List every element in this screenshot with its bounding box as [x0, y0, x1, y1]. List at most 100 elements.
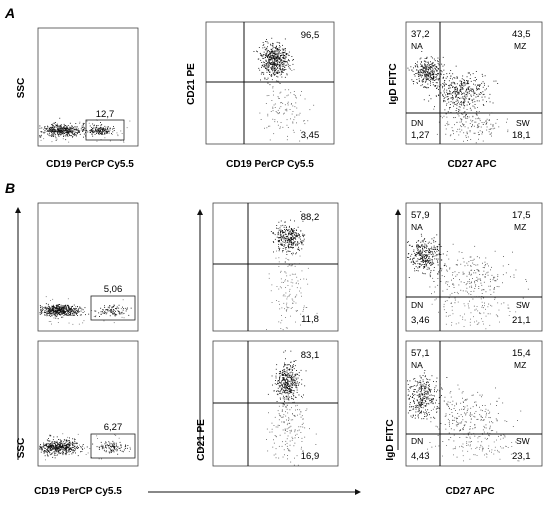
event-dot: [265, 63, 267, 65]
event-dot: [473, 83, 474, 85]
event-dot: [59, 443, 61, 445]
event-dot: [65, 128, 67, 129]
event-dot: [447, 284, 448, 286]
event-dot: [278, 301, 280, 302]
a3-xlabel: CD27 APC: [447, 159, 496, 170]
event-dot: [49, 308, 50, 310]
event-dot: [469, 324, 471, 326]
event-dot: [82, 131, 84, 132]
event-dot: [291, 239, 293, 240]
event-dot: [46, 439, 48, 441]
event-dot: [53, 309, 55, 311]
event-dot: [428, 78, 430, 80]
event-dot: [456, 88, 458, 90]
event-dot: [289, 390, 290, 392]
event-dot: [56, 311, 58, 313]
event-dot: [62, 128, 64, 130]
event-dot: [275, 377, 277, 379]
event-dot: [55, 134, 57, 135]
event-dot: [453, 105, 454, 107]
event-dot: [81, 451, 83, 452]
event-dot: [67, 130, 69, 132]
event-dot: [276, 61, 278, 62]
event-dot: [474, 132, 476, 134]
event-dot: [83, 123, 85, 124]
event-dot: [298, 237, 300, 239]
event-dot: [463, 101, 465, 103]
event-dot: [303, 309, 304, 311]
event-dot: [274, 63, 276, 65]
event-dot: [103, 130, 105, 132]
event-dot: [428, 75, 430, 77]
event-dot: [101, 448, 103, 450]
event-dot: [280, 244, 282, 246]
event-dot: [63, 308, 64, 309]
event-dot: [456, 92, 458, 94]
event-dot: [469, 86, 471, 88]
event-dot: [283, 386, 284, 388]
event-dot: [417, 263, 419, 265]
event-dot: [123, 140, 124, 142]
event-dot: [57, 450, 59, 452]
event-dot: [292, 398, 294, 399]
event-dot: [60, 132, 61, 133]
event-dot: [291, 436, 293, 438]
event-dot: [473, 316, 474, 318]
event-dot: [425, 263, 427, 265]
event-dot: [309, 428, 310, 430]
event-dot: [440, 73, 442, 75]
event-dot: [431, 63, 433, 65]
event-dot: [472, 99, 473, 101]
event-dot: [50, 309, 52, 311]
event-dot: [478, 134, 480, 136]
event-dot: [107, 132, 108, 134]
event-dot: [446, 265, 447, 267]
event-dot: [278, 229, 280, 231]
event-dot: [80, 310, 82, 312]
event-dot: [469, 283, 471, 284]
event-dot: [78, 323, 80, 325]
event-dot: [440, 70, 442, 72]
event-dot: [60, 311, 62, 313]
event-dot: [46, 307, 48, 309]
event-dot: [69, 130, 71, 132]
event-dot: [78, 311, 80, 312]
event-dot: [293, 228, 295, 229]
event-dot: [451, 82, 453, 84]
event-dot: [54, 132, 55, 134]
event-dot: [440, 281, 442, 282]
event-dot: [282, 379, 284, 381]
event-dot: [477, 95, 479, 97]
event-dot: [527, 288, 529, 290]
event-dot: [46, 443, 48, 444]
event-dot: [275, 72, 277, 74]
event-dot: [412, 245, 413, 247]
event-dot: [48, 310, 50, 311]
event-dot: [44, 310, 46, 311]
event-dot: [285, 398, 287, 400]
event-dot: [473, 305, 475, 307]
event-dot: [468, 305, 469, 307]
event-dot: [78, 131, 80, 133]
event-dot: [96, 140, 98, 142]
event-dot: [426, 247, 427, 249]
event-dot: [283, 60, 284, 62]
event-dot: [268, 70, 270, 72]
event-dot: [479, 88, 480, 90]
event-dot: [271, 428, 273, 430]
event-dot: [513, 276, 515, 278]
event-dot: [500, 303, 502, 305]
event-dot: [47, 446, 49, 448]
event-dot: [423, 99, 425, 101]
event-dot: [94, 131, 96, 133]
event-dot: [266, 65, 268, 67]
event-dot: [277, 241, 279, 242]
event-dot: [72, 128, 74, 129]
event-dot: [428, 80, 430, 81]
event-dot: [502, 282, 503, 284]
event-dot: [494, 276, 496, 278]
event-dot: [426, 76, 428, 78]
event-dot: [65, 129, 66, 131]
event-dot: [305, 410, 307, 411]
event-dot: [429, 67, 431, 69]
